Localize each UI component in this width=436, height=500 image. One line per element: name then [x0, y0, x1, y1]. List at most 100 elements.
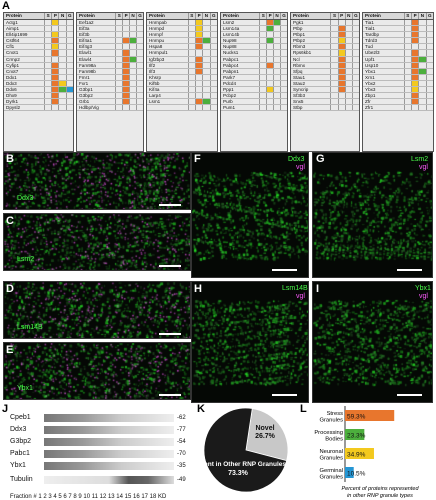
granule-cell — [187, 68, 195, 74]
granule-cell — [280, 26, 287, 32]
granule-cell — [418, 56, 426, 62]
granule-cell — [266, 99, 273, 105]
protein-table: Protein S P N G Actg1 Aimp1 Ell4ip1699 Cstf64 Cfl… — [3, 12, 74, 152]
granule-cell — [351, 74, 359, 80]
granule-cell — [266, 105, 273, 111]
stain-label-magenta: vgl — [296, 164, 305, 171]
bar-value-label: 59.3% — [347, 414, 366, 421]
protein-table: Protein S P N G Lsm2 Lsm14a Lsm14b Nup98 Nup88 Nuc… — [220, 12, 288, 152]
granule-cell — [330, 20, 337, 26]
granule-cell — [418, 44, 425, 50]
table-row: Ybx1 — [363, 68, 433, 75]
granule-cell — [136, 105, 143, 111]
granule-cell — [337, 74, 345, 80]
granule-cell — [337, 20, 345, 26]
granule-cell — [129, 56, 137, 62]
table-row: Snx5 — [291, 99, 359, 106]
table-header: Protein S P N G — [147, 13, 217, 20]
granule-cell — [187, 93, 195, 99]
bar-value-label: 34.9% — [347, 452, 366, 459]
granule-cell — [65, 62, 73, 68]
granule-cell — [344, 68, 352, 74]
bar-category-label: Granules — [319, 456, 343, 462]
micrograph-texture — [313, 282, 432, 402]
granule-cell — [280, 87, 287, 93]
table-row: Cstf64 — [4, 38, 73, 45]
granule-cell — [209, 87, 217, 93]
granule-cell — [44, 74, 51, 80]
granule-cell — [44, 50, 51, 56]
granule-cell — [65, 20, 73, 26]
granule-cell — [194, 68, 203, 74]
pie-slice-novel — [245, 408, 289, 462]
granule-cell — [410, 26, 419, 32]
granule-cell — [115, 62, 122, 68]
granule-cell — [330, 32, 337, 38]
header-n: N — [202, 13, 209, 19]
granule-cell — [351, 99, 359, 105]
granule-cell — [425, 50, 433, 56]
granule-cell — [425, 20, 433, 26]
granule-cell — [351, 62, 359, 68]
granule-cell — [410, 44, 418, 50]
granule-cell — [65, 99, 73, 105]
table-row: Grb1 — [77, 99, 143, 106]
header-s: S — [187, 13, 195, 19]
table-row: Ptbp1 — [291, 32, 359, 39]
micrograph-texture — [4, 343, 190, 399]
granule-cell — [351, 80, 359, 87]
protein-name: Kif4a — [149, 87, 160, 93]
blot-band — [44, 450, 174, 458]
panel-label-a: A — [2, 0, 10, 12]
table-row: Lsm2 — [221, 20, 287, 27]
table-row: Purb — [221, 99, 287, 106]
granule-cell — [51, 74, 59, 80]
granule-cell — [403, 62, 411, 68]
protein-name: Park7 — [223, 74, 236, 80]
granule-cell — [122, 44, 129, 50]
table-header: Protein S P N G — [291, 13, 359, 20]
granule-cell — [273, 56, 280, 62]
table-row: Rbm3 — [291, 44, 359, 51]
granule-cell — [58, 26, 65, 32]
granule-cell — [209, 62, 217, 68]
stain-label: Ybx1 — [17, 385, 33, 392]
granule-cell — [280, 32, 287, 38]
table-row: Stbp — [291, 105, 359, 112]
granule-cell — [44, 93, 51, 99]
protein-name: Ybx2 — [365, 80, 376, 86]
granule-cell — [194, 62, 203, 68]
granule-cell — [65, 87, 73, 93]
granule-cell — [187, 62, 195, 68]
granule-cell — [273, 93, 280, 99]
granule-cell — [187, 74, 195, 80]
granule-cell — [259, 99, 266, 105]
table-row: Ilf2 — [147, 62, 217, 69]
protein-name: Rbmx — [293, 62, 305, 68]
granule-cell — [330, 99, 337, 105]
kd-label: -62 — [177, 415, 186, 421]
granule-cell — [44, 62, 51, 68]
granule-cell — [129, 68, 136, 74]
granule-cell — [351, 87, 359, 93]
protein-name: Hnrnpf — [149, 32, 163, 38]
protein-name: Nup98 — [223, 38, 237, 44]
granule-cell — [51, 99, 59, 105]
micrograph-texture — [4, 282, 190, 338]
granule-cell — [337, 80, 345, 87]
granule-cell — [129, 99, 136, 105]
granule-cell — [337, 32, 345, 38]
protein-name: Cstf64 — [6, 38, 20, 44]
protein-name: Fxr1 — [79, 80, 89, 86]
table-row: Hnrnpu — [147, 38, 217, 45]
granule-cell — [403, 68, 411, 74]
granule-cell — [202, 50, 209, 56]
granule-cell — [122, 80, 130, 87]
granule-cell — [425, 44, 433, 50]
table-row: Actg1 — [4, 20, 73, 27]
granule-cell — [51, 80, 59, 87]
granule-cell — [425, 56, 433, 62]
granule-cell — [65, 74, 73, 80]
granule-cell — [187, 20, 195, 26]
protein-name: Eif3a — [79, 26, 90, 32]
